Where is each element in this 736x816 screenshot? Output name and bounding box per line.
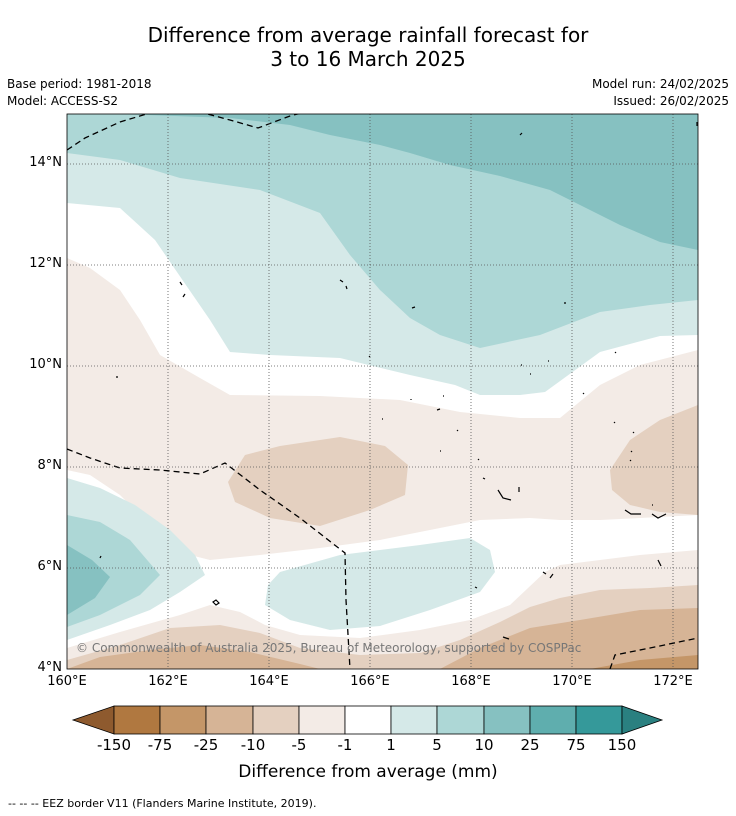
lat-label-4n: 4°N <box>37 660 63 675</box>
colorbar-swatch-6 <box>344 705 392 735</box>
map-title-line1: Difference from average rainfall forecas… <box>147 23 589 47</box>
contour-minus5mm-central <box>228 437 408 526</box>
lat-label-10n: 10°N <box>29 357 62 372</box>
colorbar-label: -5 <box>291 736 307 754</box>
colorbar-swatch-8 <box>436 705 485 735</box>
map-gridlines <box>67 114 698 669</box>
colorbar-label: 25 <box>520 736 540 754</box>
lon-label-170e: 170°E <box>552 674 592 689</box>
map-frame <box>66 113 699 670</box>
lon-label-172e: 172°E <box>653 674 693 689</box>
lon-label-166e: 166°E <box>350 674 390 689</box>
issued-date: Issued: 26/02/2025 <box>613 94 729 108</box>
colorbar-label: -150 <box>96 736 132 754</box>
colorbar-label: -75 <box>147 736 173 754</box>
lat-label-14n: 14°N <box>29 155 62 170</box>
model-name: Model: ACCESS-S2 <box>7 94 119 108</box>
lon-label-160e: 160°E <box>47 674 87 689</box>
contour-minus1mm-central <box>67 258 698 560</box>
contour-minus10mm-southeast <box>440 608 698 669</box>
lat-label-6n: 6°N <box>37 559 63 574</box>
lon-label-162e: 162°E <box>148 674 188 689</box>
eez-legend-footer: -- -- -- EEZ border V11 (Flanders Marine… <box>8 797 317 810</box>
contour-5mm-south <box>265 538 495 630</box>
model-run: Model run: 24/02/2025 <box>591 77 729 91</box>
contour-minus10mm-south <box>67 645 320 669</box>
colorbar-label: -25 <box>193 736 219 754</box>
eez-border-central <box>67 448 351 669</box>
colorbar-label: 75 <box>566 736 586 754</box>
colorbar-label: 5 <box>432 736 442 754</box>
copyright-notice: © Commonwealth of Australia 2025, Bureau… <box>76 641 582 655</box>
rainfall-contours <box>67 114 698 669</box>
colorbar-swatch-2 <box>159 705 207 735</box>
colorbar <box>71 705 664 735</box>
colorbar-swatch-max-extend <box>621 705 664 735</box>
colorbar-label: 150 <box>607 736 637 754</box>
contour-minus25mm-southeast <box>590 655 698 669</box>
colorbar-swatch-11 <box>575 705 623 735</box>
colorbar-title: Difference from average (mm) <box>238 762 498 782</box>
eez-border-north <box>67 114 301 151</box>
colorbar-swatch-1 <box>113 705 161 735</box>
base-period: Base period: 1981-2018 <box>7 77 152 91</box>
contour-25mm-southwest <box>67 545 110 615</box>
colorbar-swatch-min-extend <box>71 705 115 735</box>
contour-minus5mm-east <box>610 405 698 515</box>
contour-25mm-north <box>120 114 698 250</box>
lon-label-168e: 168°E <box>451 674 491 689</box>
colorbar-swatch-10 <box>529 705 577 735</box>
lon-label-164e: 164°E <box>249 674 289 689</box>
colorbar-swatch-4 <box>252 705 300 735</box>
islands <box>99 122 698 640</box>
colorbar-label: 1 <box>386 736 396 754</box>
colorbar-swatch-3 <box>205 705 254 735</box>
colorbar-swatch-9 <box>483 705 531 735</box>
map-title-line2: 3 to 16 March 2025 <box>270 47 466 71</box>
lat-label-12n: 12°N <box>29 256 62 271</box>
lat-label-8n: 8°N <box>37 458 63 473</box>
colorbar-swatch-7 <box>390 705 438 735</box>
colorbar-swatch-5 <box>298 705 346 735</box>
colorbar-label: 10 <box>474 736 494 754</box>
colorbar-label: -10 <box>240 736 266 754</box>
eez-border-southeast <box>609 637 698 669</box>
colorbar-label: -1 <box>337 736 353 754</box>
